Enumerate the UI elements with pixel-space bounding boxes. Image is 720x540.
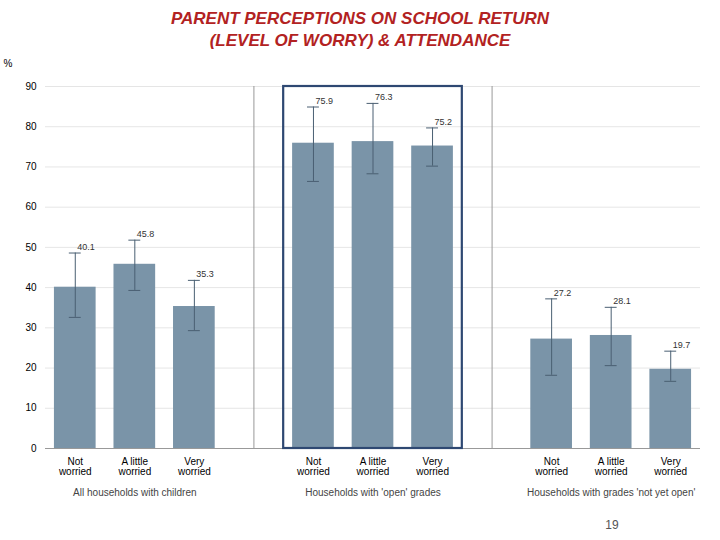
svg-text:80: 80 [25, 121, 37, 132]
svg-text:Veryworried: Veryworried [653, 456, 687, 477]
svg-text:10: 10 [25, 402, 37, 413]
svg-text:40.1: 40.1 [77, 242, 95, 252]
svg-text:A littleworried: A littleworried [117, 456, 151, 477]
svg-text:Notworried: Notworried [296, 456, 330, 477]
svg-text:Notworried: Notworried [534, 456, 568, 477]
svg-text:70: 70 [25, 161, 37, 172]
html-text:PARENT PERCEPTIONS ON SCHOOL R: PARENT PERCEPTIONS ON SCHOOL RETURN [170, 9, 550, 28]
svg-text:19.7: 19.7 [673, 340, 691, 350]
svg-text:60: 60 [25, 201, 37, 212]
svg-text:Veryworried: Veryworried [177, 456, 211, 477]
svg-text:A littleworried: A littleworried [594, 456, 628, 477]
html-text:19: 19 [605, 518, 619, 532]
svg-text:30: 30 [25, 322, 37, 333]
svg-text:45.8: 45.8 [137, 229, 155, 239]
svg-text:75.2: 75.2 [435, 117, 453, 127]
svg-text:35.3: 35.3 [196, 269, 214, 279]
svg-text:A littleworried: A littleworried [356, 456, 390, 477]
svg-text:50: 50 [25, 242, 37, 253]
svg-text:Households with 'open' grades: Households with 'open' grades [305, 487, 441, 498]
svg-text:All households with children: All households with children [73, 487, 196, 498]
svg-text:Veryworried: Veryworried [415, 456, 449, 477]
svg-text:Households with grades 'not ye: Households with grades 'not yet open' [527, 487, 695, 498]
svg-text:27.2: 27.2 [554, 288, 572, 298]
svg-text:Notworried: Notworried [58, 456, 92, 477]
svg-text:%: % [4, 58, 13, 69]
svg-text:76.3: 76.3 [375, 92, 393, 102]
html-text:(LEVEL OF WORRY) & ATTENDANCE: (LEVEL OF WORRY) & ATTENDANCE [209, 31, 511, 50]
svg-text:28.1: 28.1 [613, 296, 631, 306]
svg-text:40: 40 [25, 282, 37, 293]
svg-text:75.9: 75.9 [315, 96, 333, 106]
svg-text:0: 0 [31, 443, 37, 454]
svg-text:20: 20 [25, 362, 37, 373]
svg-text:90: 90 [25, 81, 37, 92]
